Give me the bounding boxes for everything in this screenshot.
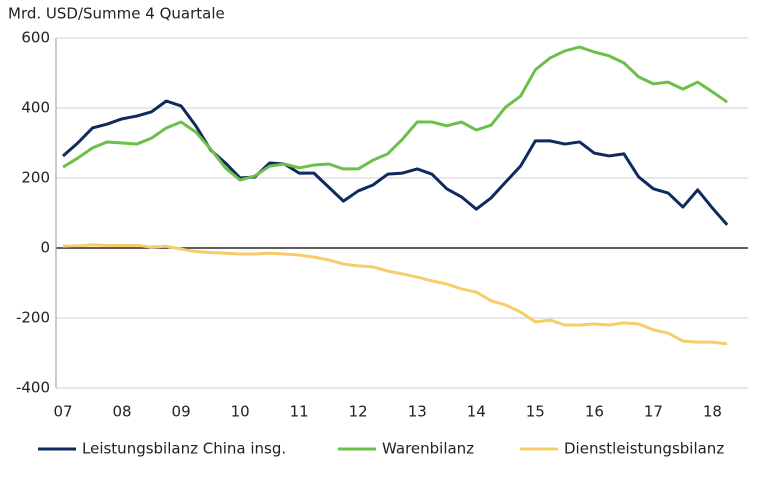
series-line (62, 243, 728, 346)
x-tick-label: 09 (172, 403, 191, 421)
legend-label: Dienstleistungsbilanz (564, 440, 724, 458)
x-tick-label: 10 (231, 403, 250, 421)
y-tick-label: -200 (16, 309, 50, 327)
x-tick-label: 17 (644, 403, 663, 421)
y-tick-label: 400 (21, 99, 50, 117)
y-tick-label: 600 (21, 29, 50, 47)
x-tick-label: 18 (703, 403, 722, 421)
legend-label: Leistungsbilanz China insg. (82, 440, 286, 458)
legend-label: Warenbilanz (382, 440, 474, 458)
x-tick-label: 11 (290, 403, 309, 421)
x-tick-label: 13 (408, 403, 427, 421)
x-tick-label: 15 (526, 403, 545, 421)
x-tick-label: 08 (112, 403, 131, 421)
x-tick-label: 12 (349, 403, 368, 421)
x-tick-label: 16 (585, 403, 604, 421)
series-line (62, 99, 729, 226)
y-axis-label: Mrd. USD/Summe 4 Quartale (8, 5, 225, 23)
y-tick-label: -400 (16, 379, 50, 397)
x-tick-label: 07 (53, 403, 72, 421)
y-tick-label: 200 (21, 169, 50, 187)
x-tick-label: 14 (467, 403, 486, 421)
series-line (62, 45, 729, 182)
y-tick-label: 0 (40, 239, 50, 257)
